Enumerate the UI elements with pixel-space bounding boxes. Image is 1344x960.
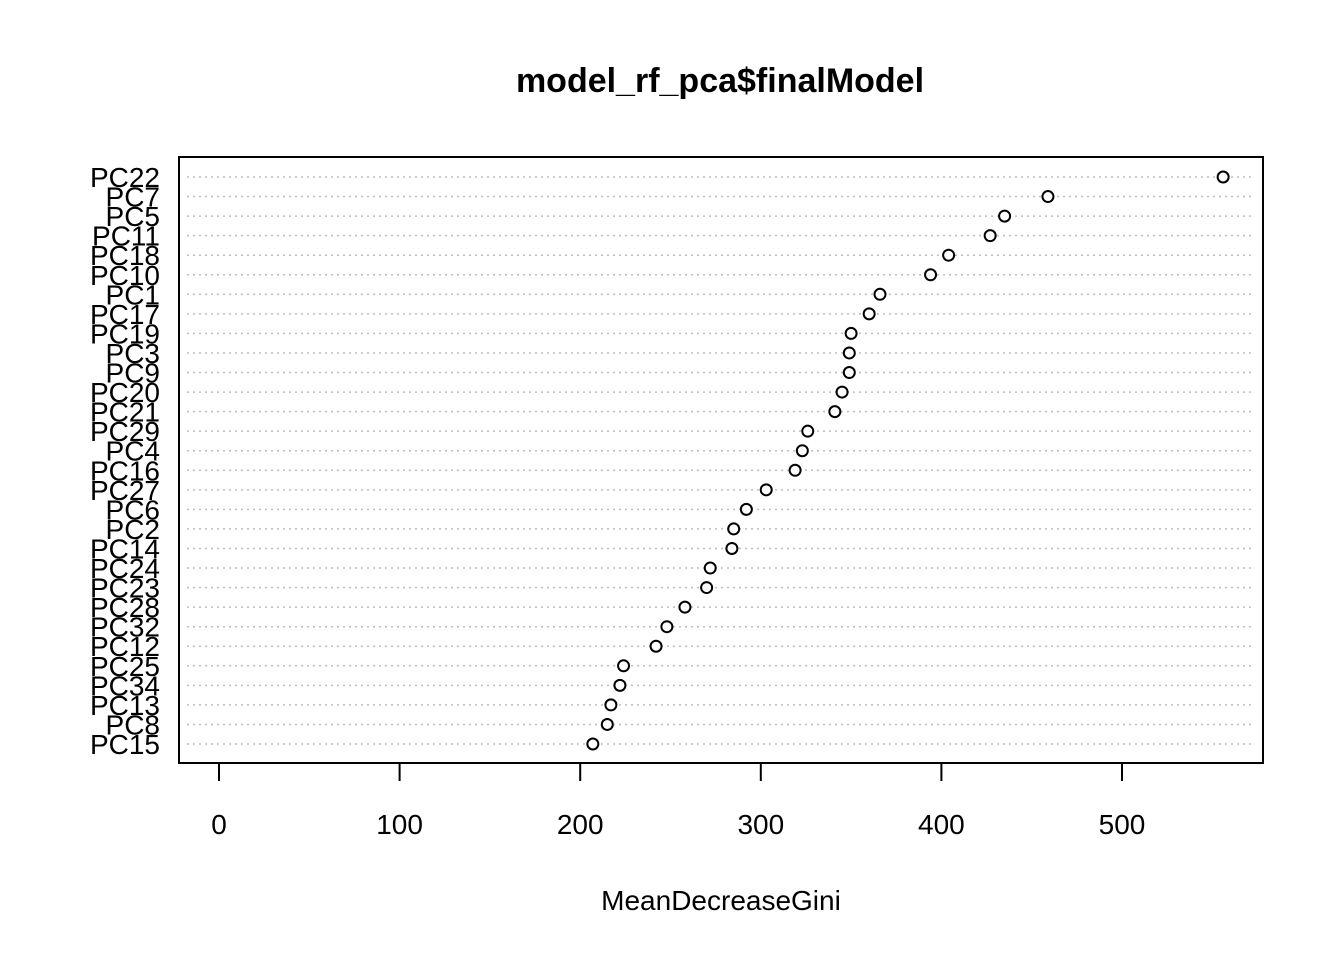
plot-frame [178,156,1264,764]
data-point [842,366,856,380]
category-label: PC20 [90,377,160,408]
category-label: PC1 [106,279,160,310]
category-label: PC13 [90,690,160,721]
category-label: PC23 [90,573,160,604]
x-tick-label: 500 [1099,809,1146,840]
data-point [759,483,773,497]
category-label: PC6 [106,494,160,525]
x-axis: 0 100 200 300 400 500 [211,763,1145,840]
category-label: PC2 [106,514,160,545]
data-point [842,346,856,360]
gridlines [187,176,1255,745]
data-point [649,639,663,653]
category-label: PC32 [90,612,160,643]
x-tick-label: 300 [737,809,784,840]
data-point [828,405,842,419]
data-point [844,326,858,340]
x-axis-label: MeanDecreaseGini [601,885,841,916]
x-tick-label: 100 [376,809,423,840]
data-point [983,229,997,243]
data-point [739,502,753,516]
category-label: PC9 [106,358,160,389]
category-label: PC3 [106,338,160,369]
data-point [795,444,809,458]
category-labels: PC22PC7PC5PC11PC18PC10PC1PC17PC19PC3PC9P… [90,162,160,760]
category-label: PC27 [90,475,160,506]
data-point [678,600,692,614]
category-label: PC11 [92,221,160,252]
category-label: PC28 [90,592,160,623]
data-point [613,678,627,692]
category-label: PC17 [90,299,160,330]
data-point [942,248,956,262]
x-tick-label: 0 [211,809,227,840]
category-label: PC7 [106,182,160,213]
data-point [801,424,815,438]
data-points [586,170,1230,751]
data-point [604,698,618,712]
category-label: PC16 [90,455,160,486]
category-label: PC14 [90,533,160,564]
data-point [862,307,876,321]
data-point [703,561,717,575]
data-point [700,581,714,595]
category-label: PC15 [90,729,160,760]
data-point [727,522,741,536]
chart-title: model_rf_pca$finalModel [516,62,924,100]
data-point [1041,190,1055,204]
data-point [873,287,887,301]
data-point [660,620,674,634]
category-label: PC22 [90,162,160,193]
data-point [788,463,802,477]
category-label: PC4 [106,436,160,467]
category-label: PC5 [106,201,160,232]
data-point [600,717,614,731]
data-point [617,659,631,673]
category-label: PC12 [90,631,160,662]
category-label: PC25 [90,651,160,682]
data-point [586,737,600,751]
data-point [1216,170,1230,184]
category-label: PC34 [90,670,160,701]
category-label: PC10 [90,260,160,291]
x-tick-label: 400 [918,809,965,840]
x-tick-label: 200 [557,809,604,840]
category-label: PC8 [106,709,160,740]
data-point [998,209,1012,223]
data-point [835,385,849,399]
category-label: PC24 [90,553,160,584]
data-point [924,268,938,282]
category-label: PC21 [90,397,160,428]
category-label: PC29 [90,416,160,447]
category-label: PC19 [90,318,160,349]
category-label: PC18 [90,240,160,271]
data-point [725,541,739,555]
